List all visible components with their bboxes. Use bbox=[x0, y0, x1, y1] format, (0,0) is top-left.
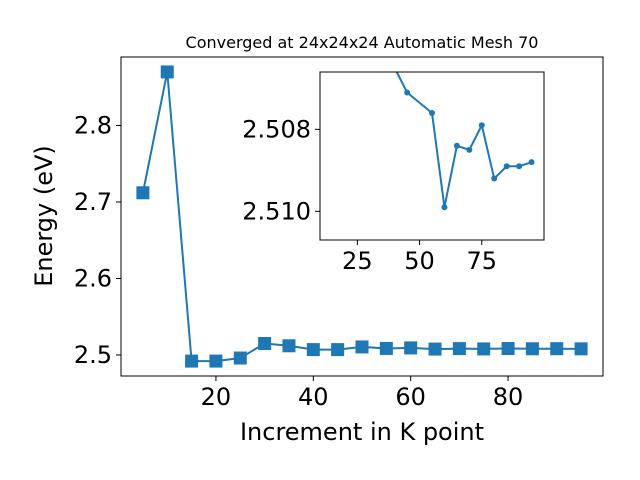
x-tick-label: 20 bbox=[201, 383, 232, 411]
x-tick-label: 40 bbox=[298, 383, 329, 411]
data-point-marker bbox=[160, 65, 174, 79]
inset-axes: 25 50 75 2.508 2.510 bbox=[242, 71, 545, 275]
chart-title: Converged at 24x24x24 Automatic Mesh 70 bbox=[186, 33, 539, 52]
data-point-marker bbox=[404, 341, 418, 355]
inset-ticks: 25 50 75 2.508 2.510 bbox=[242, 115, 497, 275]
data-point-marker bbox=[258, 336, 272, 350]
y-tick-label: 2.508 bbox=[242, 115, 311, 143]
data-point-marker bbox=[466, 146, 473, 153]
data-point-marker bbox=[428, 342, 442, 356]
data-point-marker bbox=[185, 354, 199, 368]
data-point-marker bbox=[209, 354, 223, 368]
y-tick-label: 2.7 bbox=[74, 188, 112, 216]
data-point-marker bbox=[516, 163, 523, 170]
x-axis-label: Increment in K point bbox=[240, 418, 484, 446]
data-point-marker bbox=[441, 204, 448, 211]
data-point-marker bbox=[503, 163, 510, 170]
inset-plot-frame bbox=[319, 71, 545, 241]
data-point-marker bbox=[574, 342, 588, 356]
data-point-marker bbox=[379, 341, 393, 355]
x-tick-label: 80 bbox=[493, 383, 524, 411]
data-point-marker bbox=[491, 175, 498, 182]
data-point-marker bbox=[452, 342, 466, 356]
y-tick-label: 2.510 bbox=[242, 197, 311, 225]
main-plot-frame bbox=[120, 56, 604, 377]
data-point-marker bbox=[136, 186, 150, 200]
data-point-marker bbox=[282, 339, 296, 353]
y-axis-label: Energy (eV) bbox=[30, 145, 58, 287]
main-axes: Converged at 24x24x24 Automatic Mesh 70 … bbox=[30, 33, 604, 446]
data-point-marker bbox=[501, 342, 515, 356]
data-point-marker bbox=[331, 343, 345, 357]
data-point-marker bbox=[477, 342, 491, 356]
inset-clipped-series bbox=[395, 72, 535, 211]
data-point-marker bbox=[453, 142, 460, 149]
x-tick-label: 25 bbox=[342, 247, 373, 275]
data-point-marker bbox=[429, 109, 435, 116]
y-tick-label: 2.5 bbox=[74, 341, 112, 369]
data-point-marker bbox=[233, 351, 247, 365]
x-tick-label: 60 bbox=[395, 383, 426, 411]
data-point-marker bbox=[404, 89, 411, 96]
x-tick-label: 50 bbox=[404, 247, 435, 275]
data-point-marker bbox=[550, 342, 564, 356]
data-point-marker bbox=[525, 342, 539, 356]
data-point-marker bbox=[355, 340, 369, 354]
data-point-marker bbox=[528, 159, 535, 166]
inset-series bbox=[395, 72, 535, 211]
x-tick-label: 75 bbox=[467, 247, 498, 275]
main-ticks: 20 40 60 80 2.5 2.6 2.7 2.8 bbox=[74, 111, 524, 411]
y-tick-label: 2.8 bbox=[74, 111, 112, 139]
data-point-marker bbox=[478, 122, 485, 129]
y-tick-label: 2.6 bbox=[74, 264, 112, 292]
data-point-marker bbox=[306, 343, 320, 357]
main-series bbox=[136, 65, 588, 368]
inset-background bbox=[320, 72, 544, 240]
